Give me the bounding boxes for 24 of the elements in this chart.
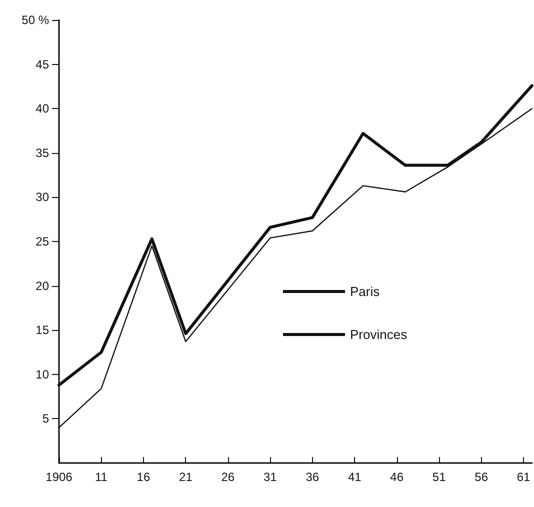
x-tick-label: 41 bbox=[348, 470, 362, 484]
x-tick-label: 36 bbox=[306, 470, 320, 484]
y-tick-label: 40 bbox=[36, 102, 50, 116]
x-tick-label: 26 bbox=[221, 470, 235, 484]
x-tick-label: 61 bbox=[516, 470, 531, 484]
y-tick-label: 5 bbox=[42, 412, 50, 426]
x-tick-label: 31 bbox=[263, 470, 278, 484]
y-tick-label: 10 bbox=[36, 367, 50, 382]
x-tick-label: 46 bbox=[390, 470, 404, 484]
y-tick-label: 15 bbox=[36, 323, 50, 338]
y-tick-label: 20 bbox=[36, 278, 50, 293]
x-tick-label: 51 bbox=[432, 470, 446, 484]
x-tick-label: 11 bbox=[95, 470, 108, 484]
legend-label: Paris bbox=[350, 284, 380, 299]
y-tick-label: 50 % bbox=[22, 13, 50, 27]
x-tick-label: 16 bbox=[136, 470, 150, 484]
x-tick-label: 21 bbox=[179, 470, 193, 484]
y-tick-label: 30 bbox=[36, 190, 50, 204]
legend-label: Provinces bbox=[350, 327, 408, 342]
y-tick-label: 25 bbox=[36, 234, 50, 248]
x-tick-label: 1906 bbox=[46, 470, 73, 484]
x-tick-label: 56 bbox=[474, 470, 488, 484]
y-tick-label: 45 bbox=[36, 57, 50, 72]
y-tick-label: 35 bbox=[36, 146, 50, 160]
